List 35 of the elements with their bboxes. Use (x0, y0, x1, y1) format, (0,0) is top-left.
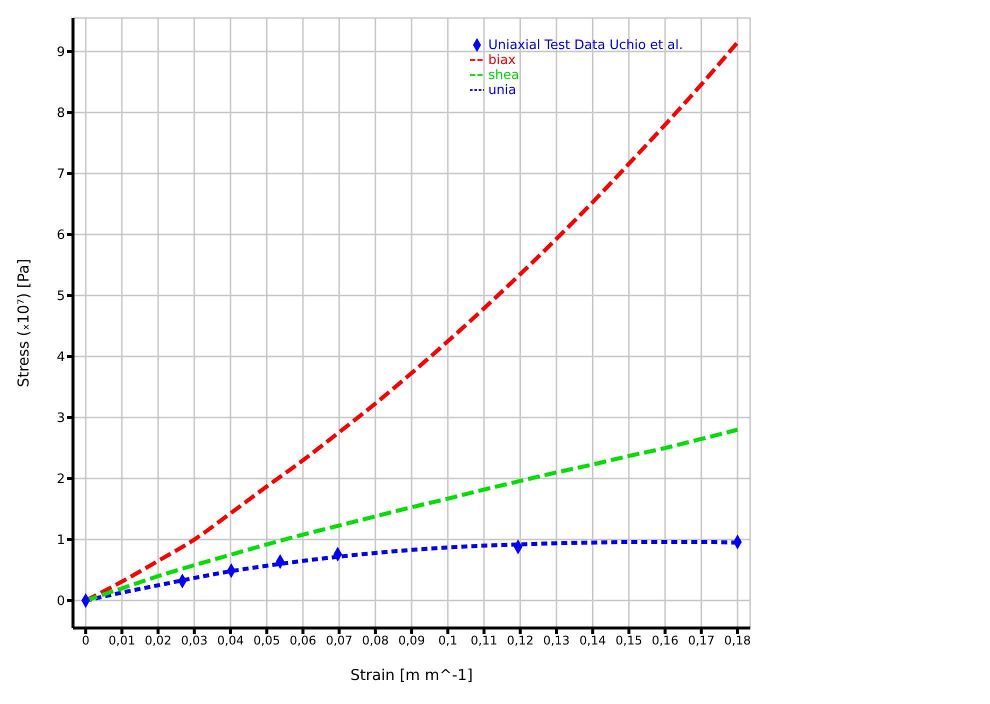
x-tick-label: 0,16 (652, 634, 678, 648)
y-tick-label: 6 (56, 228, 65, 244)
x-tick-label: 0,06 (290, 634, 316, 648)
legend-label: Uniaxial Test Data Uchio et al. (488, 38, 683, 53)
x-tick-label: 0,05 (253, 634, 280, 648)
y-tick-label: 2 (56, 472, 65, 488)
x-tick-label: 0,02 (144, 634, 172, 648)
y-tick-label: 5 (56, 289, 65, 304)
x-tick-label: 0,13 (543, 634, 570, 648)
x-tick-label: 0,09 (398, 634, 425, 648)
x-tick-label: 0,1 (438, 634, 458, 648)
y-axis-title: Stress (ₓ10⁷) [Pa] (14, 258, 32, 388)
y-tick-label: 4 (56, 350, 65, 366)
legend-label: biax (488, 53, 516, 68)
x-tick-label: 0,18 (724, 634, 751, 648)
y-tick-label: 7 (56, 167, 65, 182)
x-tick-label: 0,07 (326, 634, 353, 648)
x-axis-title: Strain [m m^-1] (350, 666, 473, 684)
legend-label: unia (488, 83, 516, 98)
x-tick-label: 0,11 (470, 634, 498, 648)
y-tick-label: 1 (56, 533, 65, 548)
x-tick-label: 0,01 (108, 634, 136, 648)
x-tick-label: 0,03 (180, 634, 208, 648)
x-tick-label: 0,08 (362, 634, 389, 648)
x-tick-label: 0,14 (579, 634, 606, 648)
y-tick-label: 8 (56, 106, 65, 122)
y-tick-label: 9 (56, 45, 65, 60)
x-tick-label: 0,17 (688, 634, 715, 648)
y-tick-label: 0 (56, 594, 65, 610)
x-tick-label: 0 (82, 634, 90, 648)
x-tick-label: 0,15 (616, 634, 642, 648)
y-tick-label: 3 (56, 411, 65, 426)
x-tick-label: 0,12 (506, 634, 534, 648)
legend-label: shea (488, 68, 520, 83)
x-tick-label: 0,04 (217, 634, 244, 648)
